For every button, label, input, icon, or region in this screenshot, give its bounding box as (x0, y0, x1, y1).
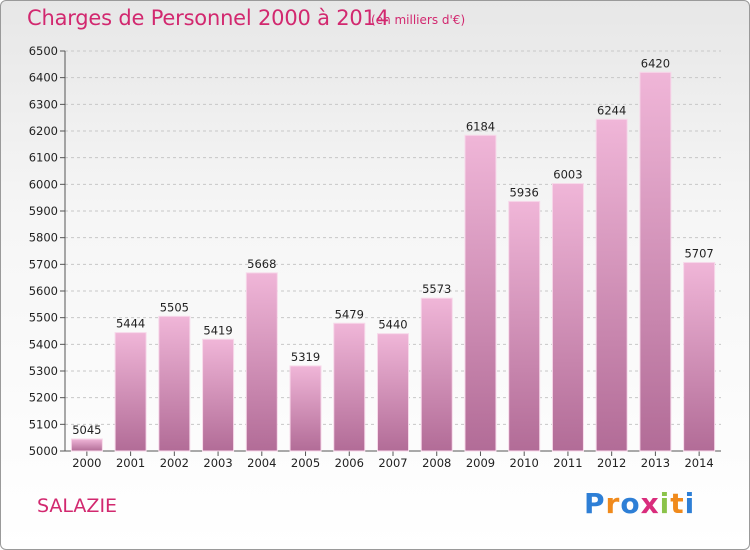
x-tick-label: 2003 (203, 456, 232, 470)
x-tick-label: 2011 (553, 456, 582, 470)
bar-value-label: 6420 (641, 56, 670, 70)
bar (202, 338, 235, 452)
bar (377, 333, 409, 452)
bar-value-label: 6184 (466, 119, 495, 133)
bar-value-label: 5936 (510, 185, 539, 199)
proxiti-logo: Proxiti (584, 487, 695, 520)
bar-value-label: 5505 (160, 300, 189, 314)
y-tick-label: 5900 (29, 204, 58, 218)
y-tick-label: 5600 (29, 284, 58, 298)
y-tick-label: 5700 (29, 257, 58, 271)
y-tick-label: 6400 (29, 71, 58, 85)
bar-value-label: 6244 (597, 103, 626, 117)
logo-letter: o (620, 487, 641, 520)
x-tick-label: 2009 (466, 456, 495, 470)
bar (289, 365, 322, 452)
axes: 5000 5100 5200 5300 5400 5500 5600 5700 5800 5900… (29, 44, 721, 470)
chart-subtitle: (en milliers d'€) (371, 13, 466, 27)
bar-value-label: 5668 (247, 257, 276, 271)
bar-value-label: 5419 (203, 323, 232, 337)
bar (420, 297, 453, 452)
x-tick-label: 2000 (72, 456, 101, 470)
x-tick-label: 2001 (116, 456, 145, 470)
x-tick-label: 2005 (291, 456, 320, 470)
y-tick-label: 6300 (29, 97, 58, 111)
bars (70, 71, 716, 452)
y-tick-label: 5200 (29, 391, 58, 405)
place-name: SALAZIE (37, 495, 118, 517)
labels: 5045 5444 5505 5419 5668 5319 5479 5440 5573 6184… (72, 56, 714, 437)
bar-value-label: 6003 (553, 168, 582, 182)
bar-value-label: 5479 (335, 307, 364, 321)
y-tick-label: 6000 (29, 177, 58, 191)
bar-value-label: 5444 (116, 317, 145, 331)
x-tick-label: 2004 (247, 456, 276, 470)
y-tick-label: 5400 (29, 337, 58, 351)
logo-letter: r (605, 487, 621, 520)
chart-title: Charges de Personnel 2000 à 2014 (27, 6, 389, 30)
bar (245, 272, 278, 452)
x-tick-label: 2010 (510, 456, 539, 470)
bar (464, 134, 497, 452)
bar (70, 438, 103, 452)
x-tick-label: 2014 (684, 456, 713, 470)
bar (551, 183, 584, 452)
bar (114, 332, 147, 452)
bar-value-label: 5045 (72, 423, 101, 437)
bar-value-label: 5573 (422, 282, 451, 296)
logo-letter: x (640, 487, 660, 520)
logo-letter: i (659, 487, 671, 520)
y-tick-label: 5100 (29, 417, 58, 431)
bar (595, 118, 628, 452)
x-tick-label: 2002 (160, 456, 189, 470)
y-tick-label: 5000 (29, 444, 58, 458)
y-tick-label: 5300 (29, 364, 58, 378)
logo-letter: t (670, 487, 685, 520)
bar-value-label: 5707 (684, 246, 713, 260)
x-tick-label: 2006 (335, 456, 364, 470)
y-tick-label: 5800 (29, 231, 58, 245)
x-tick-label: 2008 (422, 456, 451, 470)
bar (639, 71, 672, 452)
bar (158, 315, 191, 452)
bar (333, 322, 366, 452)
logo-letter: i (684, 487, 696, 520)
y-tick-label: 6100 (29, 151, 58, 165)
bar-value-label: 5319 (291, 350, 320, 364)
x-tick-label: 2007 (378, 456, 407, 470)
bar-value-label: 5440 (378, 318, 407, 332)
bar (683, 261, 716, 452)
bar (508, 200, 541, 452)
y-tick-label: 6200 (29, 124, 58, 138)
logo-letter: P (584, 487, 606, 520)
x-tick-label: 2012 (597, 456, 626, 470)
x-tick-label: 2013 (641, 456, 670, 470)
y-tick-label: 5500 (29, 311, 58, 325)
y-tick-label: 6500 (29, 44, 58, 58)
